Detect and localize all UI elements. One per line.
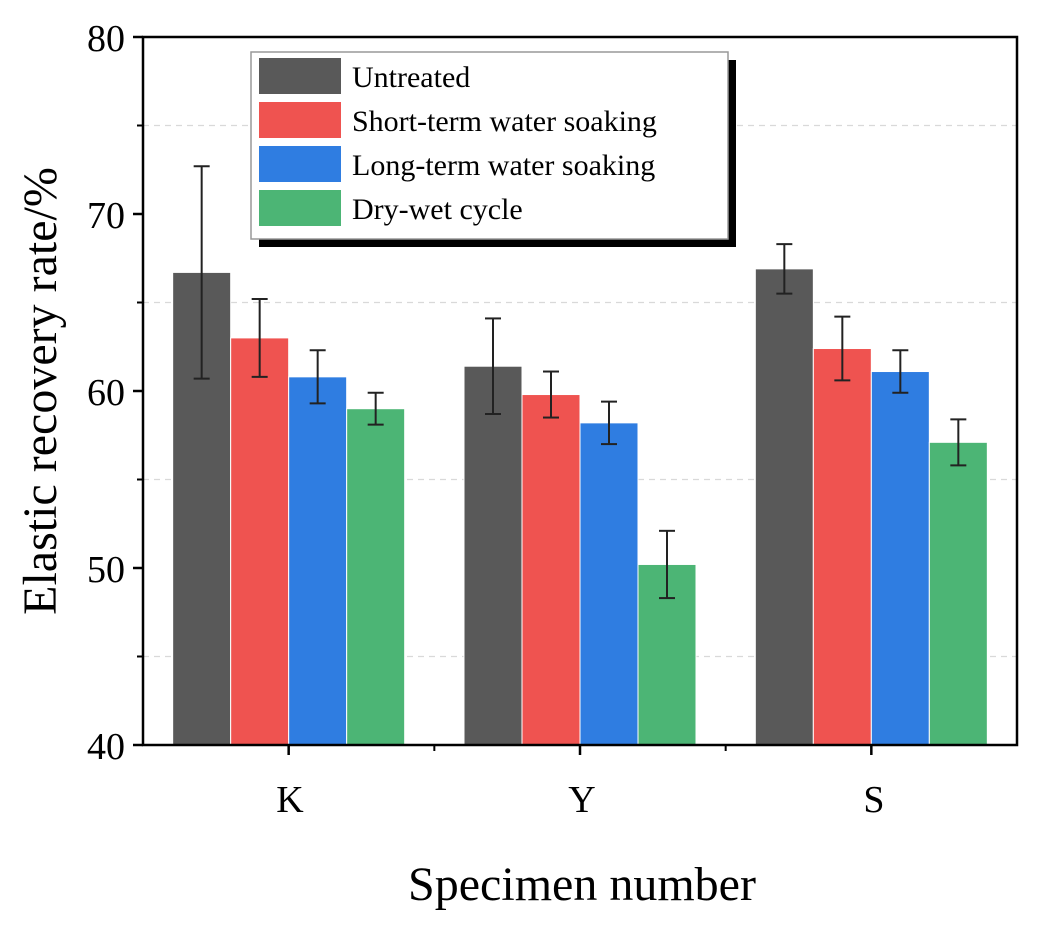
bar-short-term-water-soaking-s (812, 348, 872, 746)
x-tick-label-y: Y (568, 779, 595, 821)
y-tick-label: 60 (87, 372, 125, 414)
bar-short-term-water-soaking-k (230, 337, 290, 746)
y-tick-label: 50 (87, 549, 125, 591)
legend-label-long-term: Long-term water soaking (352, 149, 655, 182)
legend-swatch-dry-wet (259, 190, 341, 226)
y-axis-title: Elastic recovery rate/% (14, 167, 67, 615)
x-tick-label-k: K (276, 779, 304, 821)
bar-long-term-water-soaking-y (579, 422, 639, 746)
x-tick-label-s: S (863, 779, 884, 821)
bars (172, 165, 988, 746)
legend-label-untreated: Untreated (352, 61, 470, 94)
bar-dry-wet-cycle-k (346, 408, 406, 746)
legend-swatch-untreated (259, 58, 341, 94)
legend-label-short-term: Short-term water soaking (352, 105, 657, 138)
bar-long-term-water-soaking-k (288, 376, 348, 746)
y-tick-label: 70 (87, 195, 125, 237)
y-axis-ticks (133, 35, 143, 747)
bar-untreated-s (754, 268, 814, 746)
x-axis-ticks (287, 745, 873, 755)
legend-swatch-long-term (259, 146, 341, 182)
bar-long-term-water-soaking-s (870, 371, 930, 746)
bar-dry-wet-cycle-s (928, 441, 988, 746)
y-tick-label: 80 (87, 18, 125, 60)
bar-untreated-y (463, 365, 523, 746)
legend-swatch-short-term (259, 102, 341, 138)
legend-label-dry-wet: Dry-wet cycle (352, 193, 523, 226)
y-tick-label: 40 (87, 726, 125, 768)
bar-short-term-water-soaking-y (521, 394, 581, 746)
legend: Untreated Short-term water soaking Long-… (250, 51, 736, 247)
x-axis-title: Specimen number (408, 858, 756, 911)
